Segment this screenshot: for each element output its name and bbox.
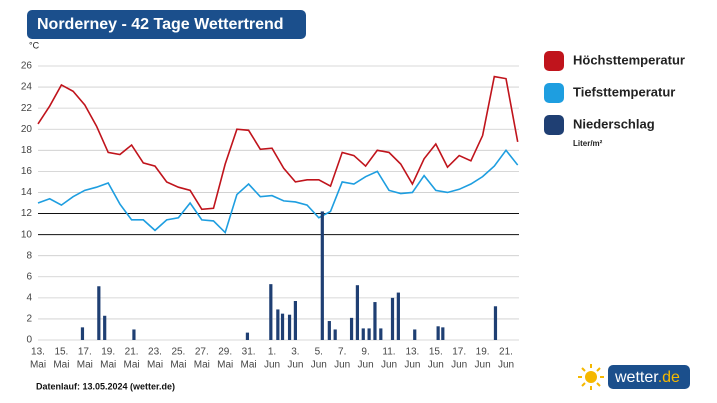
x-tick-label: Mai <box>124 360 140 371</box>
precipitation-bar <box>97 286 101 340</box>
x-tick-label: Mai <box>217 360 233 371</box>
y-tick-label: 16 <box>21 166 33 177</box>
x-tick-label: Jun <box>358 360 374 371</box>
x-tick-label: 9. <box>361 347 369 358</box>
temperature-line <box>37 75 519 211</box>
x-tick-label: 21. <box>125 347 139 358</box>
y-tick-label: 26 <box>21 61 33 72</box>
x-tick-label: Mai <box>30 360 46 371</box>
y-tick-label: 4 <box>26 292 32 303</box>
y-unit: °C <box>29 40 40 50</box>
legend-swatch <box>544 83 564 103</box>
x-tick-label: 23. <box>148 347 162 358</box>
x-tick-label: Jun <box>498 360 514 371</box>
x-tick-label: 13. <box>31 347 45 358</box>
x-tick-label: Mai <box>100 360 116 371</box>
x-tick-label: Mai <box>170 360 186 371</box>
x-tick-label: Jun <box>311 360 327 371</box>
x-tick-label: 15. <box>54 347 68 358</box>
x-tick-label: 25. <box>171 347 185 358</box>
logo-name: wetter <box>614 369 659 386</box>
logo-text: wetter.de <box>614 369 680 386</box>
x-tick-label: 17. <box>452 347 466 358</box>
precipitation-bar <box>493 306 498 340</box>
precipitation-bar <box>355 285 360 340</box>
x-tick-label: Mai <box>241 360 257 371</box>
x-tick-label: 19. <box>101 347 115 358</box>
y-tick-label: 12 <box>21 208 33 219</box>
y-tick-label: 18 <box>21 145 33 156</box>
precipitation-bar <box>280 313 285 340</box>
x-tick-label: 11. <box>382 347 395 358</box>
temperature-line <box>37 148 519 235</box>
title-box <box>27 10 306 39</box>
y-tick-label: 20 <box>21 124 33 135</box>
y-tick-label: 8 <box>26 250 32 261</box>
x-tick-label: Jun <box>264 360 280 371</box>
precip-unit: Liter/m² <box>573 139 603 148</box>
x-tick-label: 15. <box>429 347 443 358</box>
precipitation-bar <box>80 327 85 340</box>
legend-swatch <box>544 51 564 71</box>
x-tick-label: 31. <box>242 347 256 358</box>
logo-suffix: .de <box>658 369 680 386</box>
x-tick-label: 27. <box>195 347 209 358</box>
legend-swatch <box>544 115 564 135</box>
y-tick-label: 10 <box>21 229 33 240</box>
x-tick-label: Jun <box>404 360 420 371</box>
precipitation-bar <box>379 328 383 340</box>
x-tick-label: Jun <box>287 360 303 371</box>
x-tick-label: Mai <box>77 360 93 371</box>
x-tick-label: 21. <box>499 347 513 358</box>
precipitation-bar <box>320 211 324 340</box>
legend-label: Tiefsttemperatur <box>573 84 675 99</box>
x-tick-label: Jun <box>475 360 491 371</box>
precipitation-bar <box>436 326 440 340</box>
x-tick-label: Mai <box>147 360 163 371</box>
x-tick-label: Mai <box>194 360 210 371</box>
precipitation-bar <box>103 315 107 340</box>
y-tick-label: 0 <box>26 335 32 346</box>
precipitation-bar <box>269 284 273 340</box>
y-tick-label: 14 <box>21 187 33 198</box>
chart-title: Norderney - 42 Tage Wettertrend <box>37 16 284 33</box>
x-tick-label: 29. <box>218 347 232 358</box>
legend-label: Höchsttemperatur <box>573 52 685 67</box>
x-tick-label: Jun <box>428 360 444 371</box>
x-tick-label: 19. <box>476 347 490 358</box>
precipitation-bar <box>276 309 280 340</box>
precipitation-bar <box>132 329 136 340</box>
x-tick-label: 3. <box>291 347 299 358</box>
precipitation-bar <box>367 328 371 340</box>
x-tick-label: Jun <box>451 360 467 371</box>
y-tick-label: 22 <box>21 103 33 114</box>
x-tick-label: Mai <box>53 360 69 371</box>
x-tick-label: 1. <box>268 347 276 358</box>
x-tick-label: Jun <box>381 360 397 371</box>
precipitation-bar <box>349 317 354 340</box>
precipitation-bar <box>361 328 365 340</box>
precipitation-bar <box>390 297 395 340</box>
y-tick-label: 24 <box>21 82 33 93</box>
x-tick-label: Jun <box>334 360 350 371</box>
precipitation-bar <box>396 292 400 340</box>
x-tick-label: 7. <box>338 347 346 358</box>
x-tick-label: 17. <box>78 347 92 358</box>
logo: wetter.de <box>578 364 690 390</box>
precipitation-bar <box>413 329 417 340</box>
precipitation-bar <box>327 321 331 340</box>
precipitation-bar <box>245 332 250 340</box>
precipitation-bar <box>287 314 292 340</box>
legend-label: Niederschlag <box>573 116 655 131</box>
y-tick-label: 2 <box>26 314 32 325</box>
precipitation-bar <box>373 302 377 340</box>
footnote: Datenlauf: 13.05.2024 (wetter.de) <box>36 381 175 391</box>
precipitation-bar <box>333 329 337 340</box>
y-tick-label: 6 <box>26 271 32 282</box>
x-tick-label: 5. <box>315 347 323 358</box>
precipitation-bar <box>293 301 297 340</box>
x-tick-label: 13. <box>405 347 419 358</box>
precipitation-bar <box>441 327 445 340</box>
